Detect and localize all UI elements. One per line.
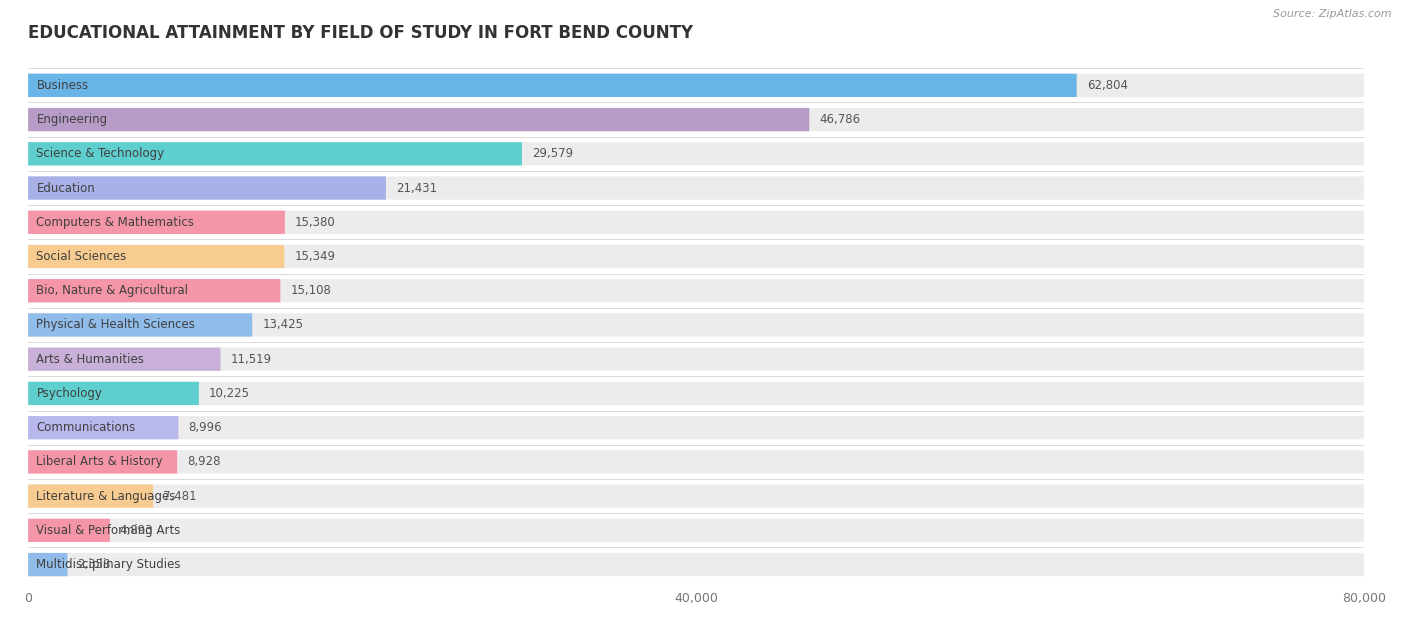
- Text: Bio, Nature & Agricultural: Bio, Nature & Agricultural: [37, 284, 188, 297]
- Text: 11,519: 11,519: [231, 353, 271, 366]
- FancyBboxPatch shape: [28, 519, 1364, 542]
- Text: 8,996: 8,996: [188, 421, 222, 434]
- FancyBboxPatch shape: [28, 553, 1364, 576]
- Text: Communications: Communications: [37, 421, 136, 434]
- Text: 4,893: 4,893: [120, 524, 153, 537]
- FancyBboxPatch shape: [28, 211, 285, 234]
- Text: 7,481: 7,481: [163, 490, 197, 503]
- Text: Psychology: Psychology: [37, 387, 103, 400]
- Text: Literature & Languages: Literature & Languages: [37, 490, 176, 503]
- Text: Education: Education: [37, 182, 96, 194]
- FancyBboxPatch shape: [28, 142, 1364, 165]
- FancyBboxPatch shape: [28, 451, 1364, 473]
- FancyBboxPatch shape: [28, 519, 110, 542]
- FancyBboxPatch shape: [28, 177, 1364, 199]
- FancyBboxPatch shape: [28, 245, 1364, 268]
- FancyBboxPatch shape: [28, 416, 1364, 439]
- Text: 13,425: 13,425: [263, 319, 304, 331]
- Text: 46,786: 46,786: [820, 113, 860, 126]
- Text: Business: Business: [37, 79, 89, 92]
- Text: Liberal Arts & History: Liberal Arts & History: [37, 456, 163, 468]
- Text: Computers & Mathematics: Computers & Mathematics: [37, 216, 194, 229]
- FancyBboxPatch shape: [28, 142, 522, 165]
- FancyBboxPatch shape: [28, 485, 153, 508]
- FancyBboxPatch shape: [28, 382, 198, 405]
- FancyBboxPatch shape: [28, 451, 177, 473]
- FancyBboxPatch shape: [28, 314, 1364, 336]
- Text: Science & Technology: Science & Technology: [37, 147, 165, 160]
- Text: EDUCATIONAL ATTAINMENT BY FIELD OF STUDY IN FORT BEND COUNTY: EDUCATIONAL ATTAINMENT BY FIELD OF STUDY…: [28, 24, 693, 42]
- FancyBboxPatch shape: [28, 348, 221, 371]
- FancyBboxPatch shape: [28, 553, 67, 576]
- FancyBboxPatch shape: [28, 108, 810, 131]
- Text: 2,358: 2,358: [77, 558, 111, 571]
- FancyBboxPatch shape: [28, 245, 284, 268]
- FancyBboxPatch shape: [28, 348, 1364, 371]
- FancyBboxPatch shape: [28, 108, 1364, 131]
- FancyBboxPatch shape: [28, 485, 1364, 508]
- Text: Visual & Performing Arts: Visual & Performing Arts: [37, 524, 181, 537]
- FancyBboxPatch shape: [28, 382, 1364, 405]
- FancyBboxPatch shape: [28, 211, 1364, 234]
- FancyBboxPatch shape: [28, 74, 1364, 97]
- Text: Arts & Humanities: Arts & Humanities: [37, 353, 145, 366]
- FancyBboxPatch shape: [28, 74, 1077, 97]
- Text: 29,579: 29,579: [531, 147, 574, 160]
- FancyBboxPatch shape: [28, 177, 385, 199]
- Text: 15,380: 15,380: [295, 216, 336, 229]
- Text: Physical & Health Sciences: Physical & Health Sciences: [37, 319, 195, 331]
- Text: 62,804: 62,804: [1087, 79, 1128, 92]
- Text: 10,225: 10,225: [209, 387, 250, 400]
- Text: Multidisciplinary Studies: Multidisciplinary Studies: [37, 558, 181, 571]
- Text: Source: ZipAtlas.com: Source: ZipAtlas.com: [1274, 9, 1392, 20]
- Text: 8,928: 8,928: [187, 456, 221, 468]
- FancyBboxPatch shape: [28, 416, 179, 439]
- Text: 15,108: 15,108: [291, 284, 332, 297]
- Text: 15,349: 15,349: [294, 250, 336, 263]
- FancyBboxPatch shape: [28, 314, 252, 336]
- Text: Social Sciences: Social Sciences: [37, 250, 127, 263]
- FancyBboxPatch shape: [28, 279, 280, 302]
- Text: 21,431: 21,431: [396, 182, 437, 194]
- FancyBboxPatch shape: [28, 279, 1364, 302]
- Text: Engineering: Engineering: [37, 113, 108, 126]
